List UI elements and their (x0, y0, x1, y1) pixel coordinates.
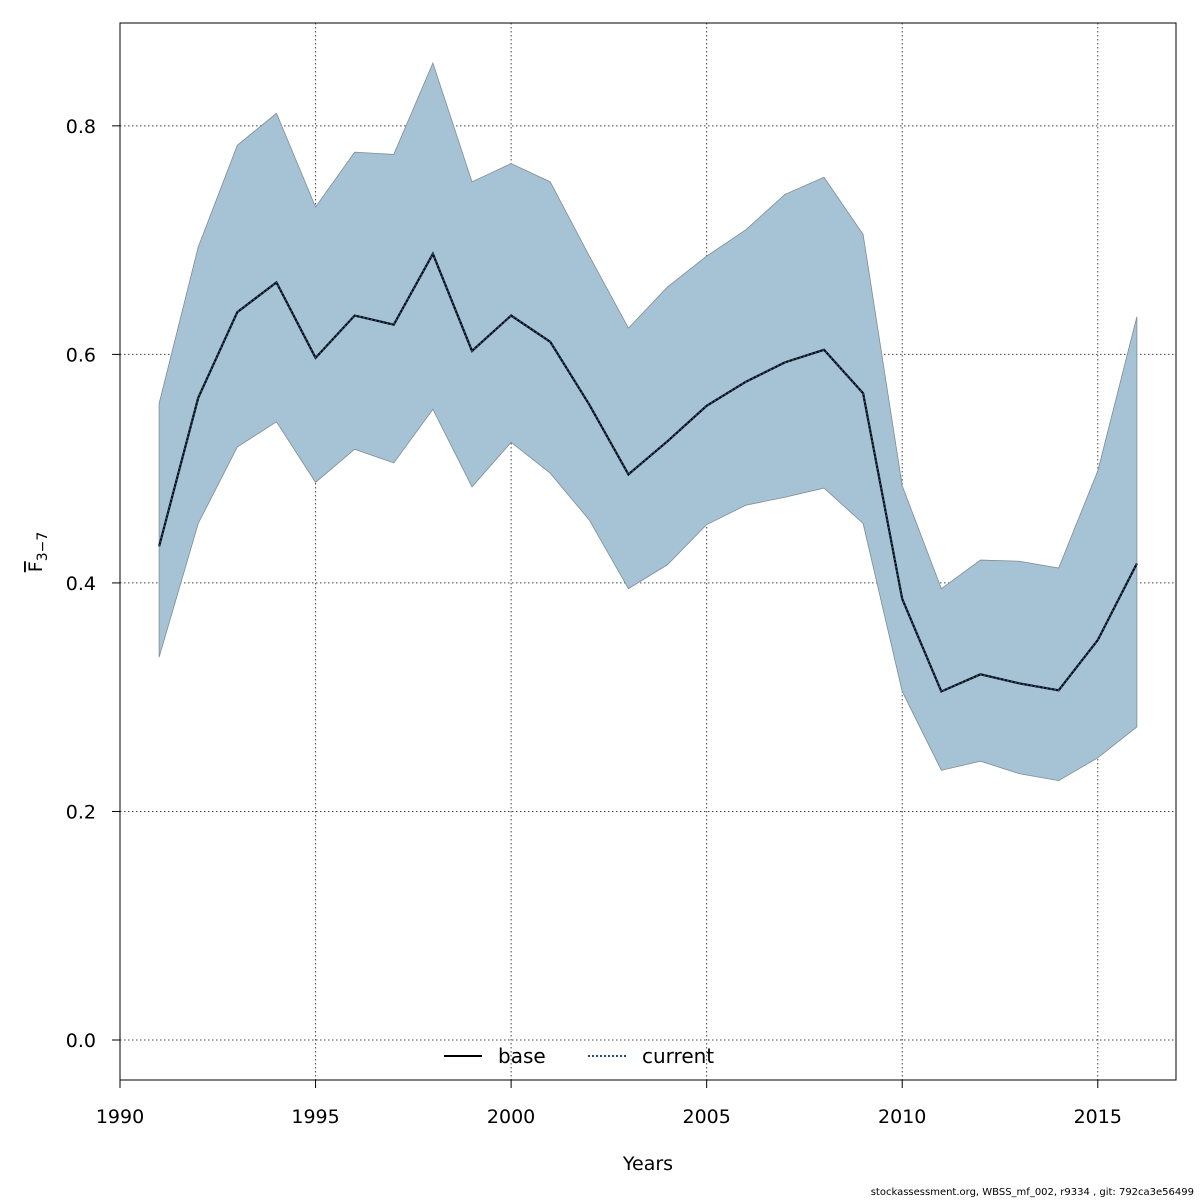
series-line-current (158, 251, 1138, 693)
x-tick-label: 2005 (682, 1106, 730, 1128)
legend-label-base: base (498, 1044, 546, 1068)
x-tick-label: 1990 (96, 1106, 144, 1128)
x-tick-label: 2010 (878, 1106, 926, 1128)
y-tick-label: 0.2 (66, 801, 96, 823)
legend: base current (444, 1044, 714, 1068)
series-lines (158, 251, 1138, 693)
confidence-band (158, 61, 1138, 782)
y-tick-label: 0.6 (66, 344, 96, 366)
y-tick-label: 0.8 (66, 116, 96, 138)
legend-label-current: current (642, 1044, 714, 1068)
y-axis-label-sub: 3−7 (35, 532, 51, 562)
x-tick-label: 2000 (487, 1106, 535, 1128)
footer-caption: stockassessment.org, WBSS_mf_002, r9334 … (870, 1187, 1194, 1198)
y-tick-label: 0.0 (66, 1030, 96, 1052)
confidence-band-area (158, 61, 1138, 782)
x-tick-label: 2015 (1074, 1106, 1122, 1128)
y-axis-label-main: F (25, 561, 47, 572)
x-tick-label: 1995 (291, 1106, 339, 1128)
svg-text:F3−7: F3−7 (25, 532, 51, 572)
x-axis-label: Years (622, 1153, 673, 1175)
y-tick-label: 0.4 (66, 573, 96, 595)
y-axis: 0.0 0.2 0.4 0.6 0.8 (66, 116, 121, 1052)
y-axis-label: F3−7 (25, 532, 51, 572)
x-axis: 1990 1995 2000 2005 2010 2015 (96, 1079, 1122, 1128)
